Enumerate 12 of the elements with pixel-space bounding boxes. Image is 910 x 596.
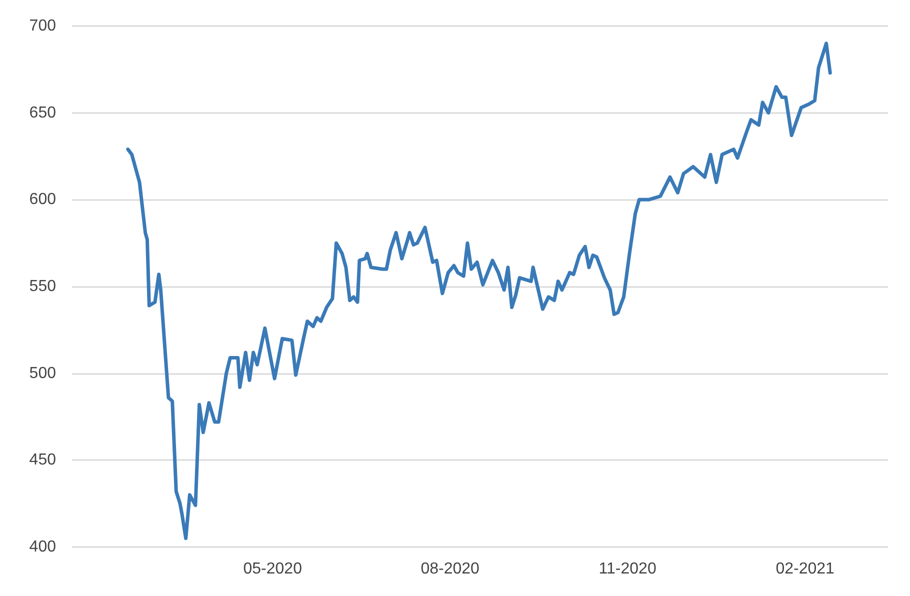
y-tick-label: 600 xyxy=(29,191,56,208)
y-tick-label: 400 xyxy=(29,538,56,556)
x-tick-label: 08-2020 xyxy=(420,560,480,578)
y-tick-label: 550 xyxy=(29,278,56,295)
y-tick-label: 700 xyxy=(29,18,56,34)
x-tick-label: 05-2020 xyxy=(243,560,302,578)
y-tick-label: 450 xyxy=(29,452,56,469)
y-tick-label: 500 xyxy=(29,364,56,382)
line-series xyxy=(126,42,832,540)
y-tick-label: 650 xyxy=(29,104,56,122)
x-tick-label: 02-2021 xyxy=(776,560,835,578)
x-tick-label: 11-2020 xyxy=(598,560,656,578)
